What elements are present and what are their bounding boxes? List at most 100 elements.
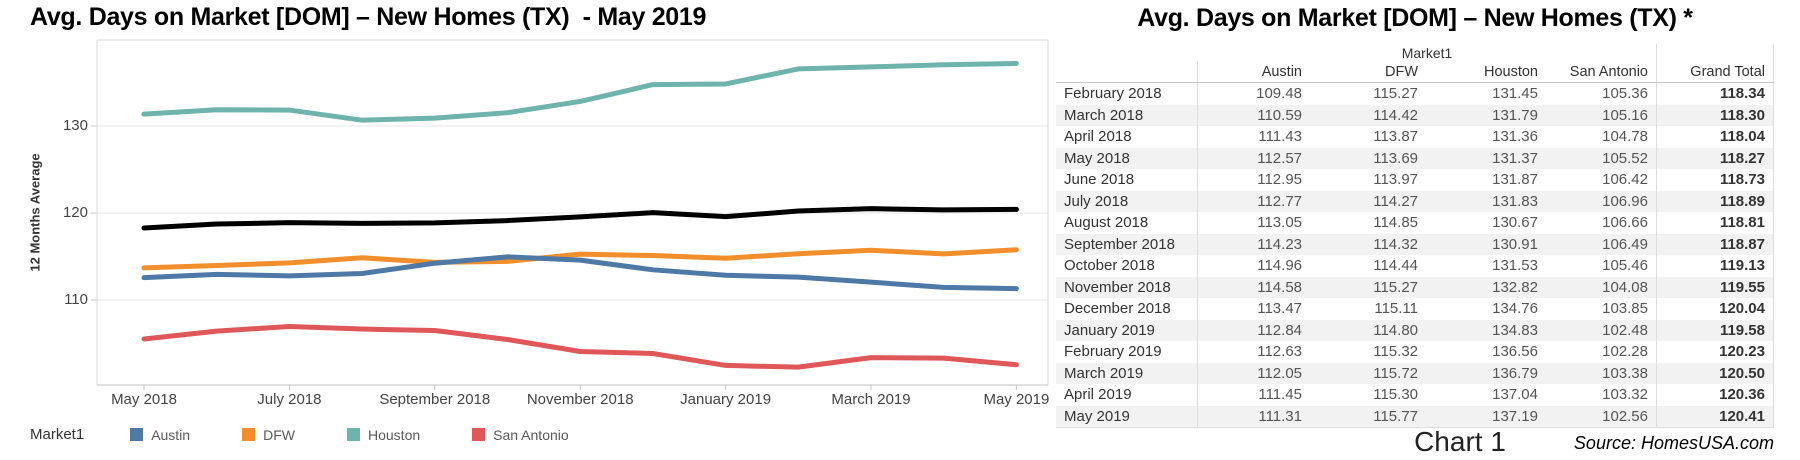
- cell-dfw: 115.11: [1374, 300, 1418, 317]
- cell-houston: 131.45: [1492, 85, 1538, 102]
- cell-dfw: 115.30: [1373, 386, 1418, 403]
- cell-dfw: 113.97: [1373, 171, 1418, 188]
- legend-title: Market1: [30, 426, 85, 443]
- cell-austin: 112.77: [1257, 192, 1302, 210]
- column-header-month: [1056, 62, 1198, 82]
- cell-grand-total: 118.27: [1656, 147, 1774, 169]
- table-row: June 2018 112.95 113.97 131.87 106.42 118.73: [1056, 169, 1774, 191]
- cell-san-antonio: 102.56: [1602, 407, 1648, 425]
- series-line-dfw: [141, 247, 1019, 271]
- legend-swatch-austin: [130, 428, 144, 441]
- table-row: April 2019 111.45 115.30 137.04 103.32 120.36: [1056, 384, 1774, 406]
- cell-san-antonio: 105.16: [1602, 106, 1648, 124]
- cell-dfw: 115.77: [1373, 407, 1418, 425]
- legend: Market1 Austin DFW Houston San Antonio: [30, 426, 621, 443]
- cell-dfw: 113.69: [1373, 149, 1418, 167]
- legend-swatch-san-antonio: [472, 428, 486, 441]
- cell-grand-total: 118.87: [1656, 233, 1774, 255]
- x-tick-label: March 2019: [831, 391, 911, 408]
- cell-houston: 137.19: [1492, 407, 1538, 425]
- y-tick-label: 110: [64, 291, 88, 308]
- table-row: November 2018 114.58 115.27 132.82 104.08 119…: [1056, 276, 1774, 298]
- cell-san-antonio: 105.46: [1602, 257, 1648, 274]
- cell-month: July 2018: [1056, 190, 1198, 212]
- cell-dfw: 114.44: [1373, 257, 1418, 274]
- cell-houston: 131.83: [1492, 192, 1538, 210]
- cell-austin: 109.48: [1256, 85, 1302, 102]
- source-credit: Source: HomesUSA.com: [1573, 433, 1774, 453]
- table-row: October 2018 114.96 114.44 131.53 105.46 119.…: [1056, 255, 1774, 277]
- table-title: Avg. Days on Market [DOM] – New Homes (T…: [1137, 4, 1693, 32]
- legend-label: DFW: [263, 426, 295, 443]
- cell-austin: 112.63: [1257, 343, 1302, 360]
- group-header-label: Market1: [1401, 45, 1453, 61]
- cell-austin: 112.95: [1257, 171, 1302, 188]
- cell-dfw: 114.80: [1373, 321, 1418, 339]
- cell-dfw: 115.32: [1373, 343, 1418, 360]
- cell-houston: 134.76: [1492, 300, 1538, 317]
- cell-month: June 2018: [1056, 169, 1198, 191]
- cell-grand-total: 119.13: [1656, 255, 1774, 277]
- legend-label: Austin: [151, 426, 191, 443]
- cell-houston: 136.56: [1492, 343, 1538, 360]
- legend-label: San Antonio: [493, 426, 569, 443]
- table-row: January 2019 112.84 114.80 134.83 102.48 119.…: [1056, 319, 1774, 341]
- dom-table: Market1 Austin DFW Houston San Antonio Grand…: [1056, 44, 1774, 428]
- legend-entry-dfw[interactable]: DFW: [242, 427, 295, 443]
- cell-dfw: 114.32: [1373, 235, 1418, 253]
- cell-austin: 113.47: [1257, 300, 1302, 317]
- column-header-houston: Houston: [1483, 64, 1538, 80]
- cell-san-antonio: 106.66: [1602, 214, 1648, 231]
- y-tick-label: 130: [62, 117, 88, 134]
- series-line-houston: [141, 60, 1019, 123]
- legend-entry-san-antonio[interactable]: San Antonio: [472, 427, 569, 443]
- cell-grand-total: 118.04: [1656, 126, 1774, 148]
- table-row: March 2019 112.05 115.72 136.79 103.38 120.50: [1056, 362, 1774, 384]
- cell-san-antonio: 102.28: [1602, 343, 1648, 360]
- legend-entry-austin[interactable]: Austin: [130, 427, 190, 443]
- cell-austin: 114.23: [1257, 235, 1302, 253]
- cell-houston: 132.82: [1492, 278, 1538, 296]
- column-header-austin: Austin: [1261, 64, 1302, 80]
- cell-month: February 2018: [1056, 83, 1198, 105]
- cell-dfw: 115.27: [1373, 85, 1418, 102]
- cell-san-antonio: 102.48: [1602, 321, 1648, 339]
- cell-grand-total: 118.89: [1656, 190, 1774, 212]
- cell-month: August 2018: [1056, 212, 1198, 234]
- chart-caption: Chart 1: [1414, 426, 1506, 457]
- table-header-row: Austin DFW Houston San Antonio Grand Total: [1056, 62, 1774, 83]
- cell-month: September 2018: [1056, 233, 1198, 255]
- column-header-dfw: DFW: [1384, 64, 1418, 80]
- cell-month: April 2018: [1056, 126, 1198, 148]
- chart-title: Avg. Days on Market [DOM] – New Homes (T…: [30, 3, 707, 31]
- cell-san-antonio: 104.78: [1602, 128, 1648, 145]
- cell-houston: 131.79: [1492, 106, 1538, 124]
- dom-line-chart-panel: Avg. Days on Market [DOM] – New Homes (T…: [28, 3, 1050, 443]
- table-row: September 2018 114.23 114.32 130.91 106.49 11…: [1056, 233, 1774, 255]
- cell-austin: 111.45: [1258, 386, 1302, 403]
- cell-month: May 2019: [1056, 405, 1198, 427]
- series-line-austin: [141, 254, 1019, 292]
- cell-dfw: 114.42: [1373, 106, 1418, 124]
- cell-austin: 110.59: [1257, 106, 1302, 124]
- legend-entry-houston[interactable]: Houston: [347, 427, 420, 443]
- cell-houston: 136.79: [1492, 364, 1538, 382]
- table-row: April 2018 111.43 113.87 131.36 104.78 118.04: [1056, 126, 1774, 148]
- cell-month: October 2018: [1056, 255, 1198, 277]
- cell-austin: 112.05: [1257, 364, 1302, 382]
- cell-austin: 114.58: [1257, 278, 1302, 296]
- table-row: August 2018 113.05 114.85 130.67 106.66 118.8…: [1056, 212, 1774, 234]
- cell-san-antonio: 103.32: [1602, 386, 1648, 403]
- table-row: February 2019 112.63 115.32 136.56 102.28 120…: [1056, 341, 1774, 363]
- cell-dfw: 114.85: [1373, 214, 1418, 231]
- cell-dfw: 113.87: [1373, 128, 1418, 145]
- cell-grand-total: 120.04: [1656, 298, 1774, 320]
- cell-grand-total: 120.23: [1656, 341, 1774, 363]
- cell-month: January 2019: [1056, 319, 1198, 341]
- cell-san-antonio: 105.52: [1602, 149, 1648, 167]
- legend-swatch-houston: [347, 428, 360, 441]
- cell-san-antonio: 106.96: [1602, 192, 1648, 210]
- cell-san-antonio: 103.38: [1602, 364, 1648, 382]
- table-body: February 2018 109.48 115.27 131.45 105.36 118…: [1056, 83, 1774, 428]
- cell-austin: 112.84: [1257, 321, 1302, 339]
